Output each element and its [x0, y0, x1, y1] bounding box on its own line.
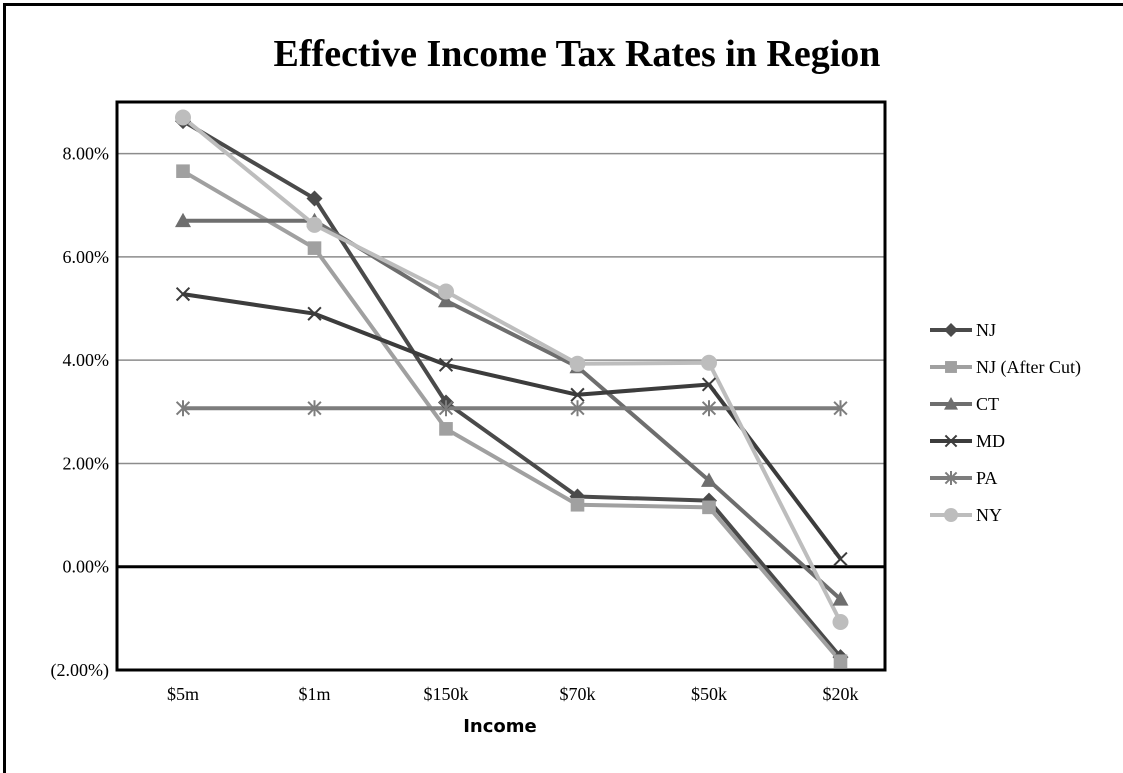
legend-label-ny: NY	[976, 505, 1002, 525]
legend-label-pa: PA	[976, 468, 997, 488]
data-point-ny	[569, 355, 586, 372]
y-tick-label: 0.00%	[63, 557, 110, 577]
y-tick-label: 6.00%	[63, 247, 110, 267]
x-axis-label: Income	[463, 716, 537, 737]
legend-marker-pa	[944, 471, 958, 485]
data-point-pa	[307, 400, 322, 417]
legend-marker-md	[944, 434, 958, 448]
y-tick-label: 4.00%	[63, 350, 110, 370]
data-point-nj-after-cut	[570, 497, 585, 512]
data-point-ny	[832, 613, 849, 630]
x-tick-label: $50k	[691, 684, 727, 704]
series-markers	[175, 109, 849, 669]
gridlines	[117, 152, 885, 569]
data-point-pa	[833, 400, 848, 417]
data-point-ny	[306, 216, 323, 233]
legend-marker-nj-after-cut	[945, 361, 957, 373]
data-point-ct	[175, 212, 191, 228]
legend-label-nj-after-cut: NJ (After Cut)	[976, 357, 1081, 378]
data-point-nj-after-cut	[307, 241, 322, 255]
data-point-ct	[832, 591, 849, 606]
chart-title: Effective Income Tax Rates in Region	[274, 33, 881, 75]
legend-marker-nj	[944, 323, 958, 337]
data-point-pa	[701, 400, 717, 417]
x-tick-label: $150k	[424, 684, 469, 704]
x-axis-tick-labels: $5m $1m $150k $70k $50k $20k	[167, 684, 859, 704]
data-point-md	[570, 387, 585, 402]
x-tick-label: $20k	[823, 684, 859, 704]
data-point-pa	[175, 400, 191, 417]
data-point-ct	[701, 472, 717, 487]
x-tick-label: $1m	[298, 684, 330, 704]
data-point-nj	[306, 190, 323, 207]
series-line-ny	[181, 115, 843, 623]
data-point-nj-after-cut	[176, 164, 190, 178]
data-point-ny	[701, 354, 717, 371]
legend: NJ NJ (After Cut) CT MD PA NY	[930, 320, 1081, 525]
data-point-md	[307, 306, 322, 321]
data-point-ct	[438, 292, 454, 308]
data-point-md	[833, 551, 848, 567]
legend-label-ct: CT	[976, 394, 999, 414]
series-lines	[181, 115, 843, 663]
plot-area-border	[115, 100, 887, 672]
legend-label-nj: NJ	[976, 320, 996, 340]
chart-frame	[3, 3, 1123, 773]
legend-label-md: MD	[976, 431, 1005, 451]
legend-marker-ct	[944, 397, 958, 410]
y-tick-label: 2.00%	[63, 453, 110, 473]
data-point-ny	[438, 283, 454, 300]
data-point-pa	[570, 400, 585, 417]
series-line-nj-after-cut	[181, 169, 843, 663]
x-tick-label: $70k	[560, 684, 596, 704]
y-tick-label: (2.00%)	[51, 660, 109, 681]
data-point-md	[438, 357, 454, 372]
legend-marker-ny	[944, 508, 958, 522]
x-tick-label: $5m	[167, 684, 199, 704]
y-tick-label: 8.00%	[63, 144, 110, 164]
data-point-md	[175, 286, 191, 302]
series-line-ct	[183, 218, 842, 601]
data-point-pa	[438, 400, 454, 417]
y-axis-tick-labels: (2.00%) 0.00% 2.00% 4.00% 6.00% 8.00%	[51, 144, 109, 681]
data-point-nj-after-cut	[702, 500, 716, 515]
data-point-nj-after-cut	[439, 422, 453, 436]
series-line-md	[182, 292, 843, 561]
data-point-ny	[175, 109, 191, 126]
data-point-nj-after-cut	[833, 654, 848, 669]
data-point-md	[701, 377, 717, 392]
series-line-nj	[181, 119, 843, 659]
